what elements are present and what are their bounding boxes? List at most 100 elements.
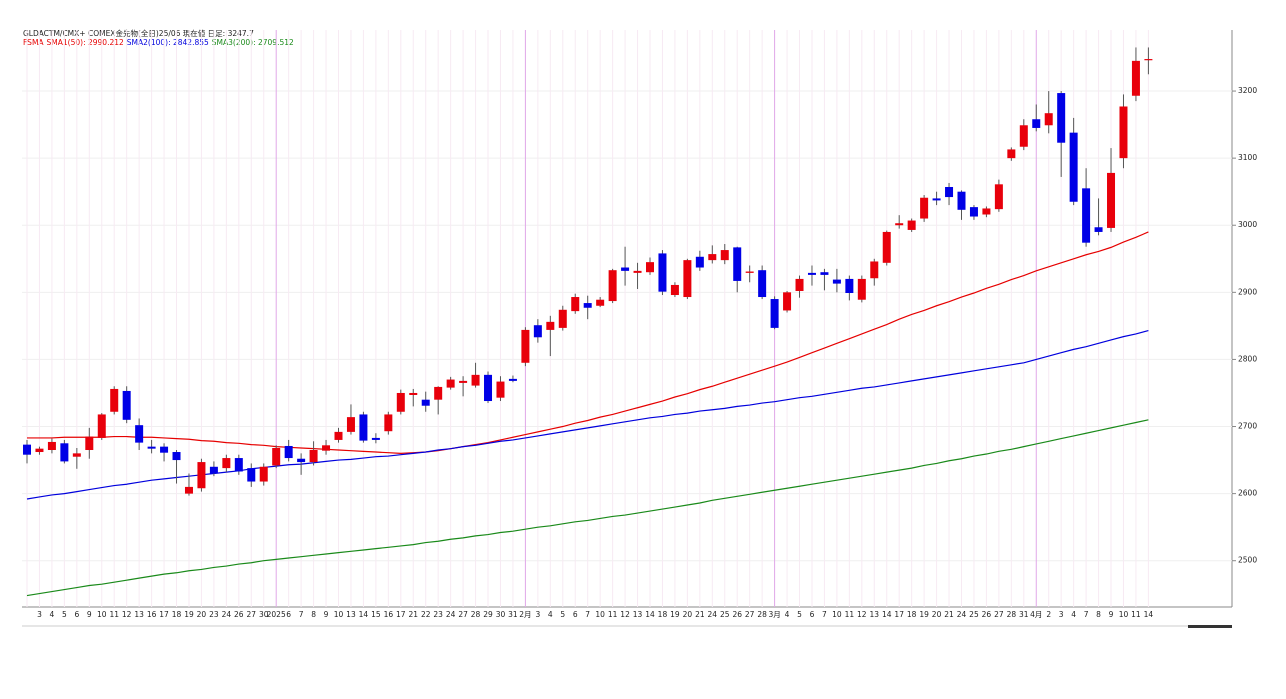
x-tick-label: 24 [708, 610, 718, 619]
y-tick-label: 2900 [1238, 287, 1257, 296]
candle-body [197, 462, 206, 489]
sma-line [26, 419, 1149, 597]
candle-body [795, 278, 804, 291]
y-tick-label: 3000 [1238, 220, 1257, 229]
candle-body [546, 321, 555, 330]
candle-body [122, 390, 131, 420]
candle-body [135, 425, 144, 443]
x-tick-label: 14 [882, 610, 892, 619]
candle-body [596, 299, 605, 306]
x-tick-label: 10 [595, 610, 605, 619]
candle-body [845, 278, 854, 294]
x-tick-label: 28 [471, 610, 481, 619]
candle-body [969, 207, 978, 217]
x-tick-label: 18 [658, 610, 668, 619]
candle-body [421, 399, 430, 406]
x-tick-label: 26 [234, 610, 244, 619]
candle-body [334, 431, 343, 440]
candle-body [770, 299, 779, 328]
scrollbar-thumb[interactable] [1188, 625, 1232, 628]
x-tick-label: 9 [324, 610, 329, 619]
x-tick-label: 21 [944, 610, 954, 619]
x-tick-label: 2025 [267, 610, 286, 619]
candle-body [907, 220, 916, 230]
candle-body [247, 468, 256, 482]
candle-body [35, 448, 44, 453]
x-tick-label: 12 [857, 610, 867, 619]
x-tick-label: 23 [433, 610, 443, 619]
x-tick-label: 31 [508, 610, 518, 619]
candle-body [945, 186, 954, 198]
x-tick-label: 13 [346, 610, 356, 619]
x-tick-label: 30 [496, 610, 506, 619]
x-tick-label: 14 [359, 610, 369, 619]
x-tick-label: 25 [969, 610, 979, 619]
x-tick-label: 14 [645, 610, 655, 619]
x-tick-label: 12 [620, 610, 630, 619]
x-tick-label: 18 [172, 610, 182, 619]
x-tick-label: 4 [548, 610, 553, 619]
x-tick-label: 20 [197, 610, 207, 619]
candle-body [1019, 125, 1028, 147]
candle-body [882, 231, 891, 263]
legend: FSMA SMA1(50): 2990.212 SMA2(100): 2842.85… [23, 38, 294, 47]
candle-body [870, 261, 879, 279]
candle-body [384, 414, 393, 432]
candle-body [583, 303, 592, 308]
x-tick-label: 21 [408, 610, 418, 619]
x-tick-label: 20 [683, 610, 693, 619]
x-tick-label: 13 [870, 610, 880, 619]
candle-body [1069, 132, 1078, 202]
x-tick-label: 7 [585, 610, 590, 619]
x-tick-label: 12 [122, 610, 132, 619]
x-tick-label: 27 [247, 610, 257, 619]
x-tick-label: 3 [37, 610, 42, 619]
x-tick-label: 6 [286, 610, 291, 619]
x-tick-label: 27 [745, 610, 755, 619]
candle-body [571, 297, 580, 312]
candle-body [820, 272, 829, 275]
candle-body [1032, 119, 1041, 128]
candle-body [459, 380, 468, 383]
x-tick-label: 5 [560, 610, 565, 619]
x-tick-label: 26 [732, 610, 742, 619]
candle-body [1144, 59, 1153, 61]
candle-body [1082, 188, 1091, 243]
x-tick-label: 18 [907, 610, 917, 619]
x-tick-label: 30 [259, 610, 269, 619]
x-tick-label: 23 [209, 610, 219, 619]
x-tick-label: 28 [1007, 610, 1017, 619]
candle-body [895, 223, 904, 226]
x-tick-label: 15 [371, 610, 381, 619]
x-tick-label: 19 [670, 610, 680, 619]
x-tick-label: 25 [720, 610, 730, 619]
candle-body [621, 267, 630, 271]
sma-line [27, 231, 1149, 454]
candle-body [708, 254, 717, 261]
x-tick-label: 24 [446, 610, 456, 619]
candle-body [720, 250, 729, 261]
x-tick-label: 28 [757, 610, 767, 619]
x-tick-label: 24 [222, 610, 232, 619]
candle-body [1044, 113, 1053, 126]
candle-body [658, 253, 667, 292]
candle-body [733, 247, 742, 281]
x-tick-label: 27 [994, 610, 1004, 619]
candle-body [23, 444, 31, 455]
x-tick-label: 5 [797, 610, 802, 619]
candle-body [60, 443, 69, 462]
candle-body [97, 414, 106, 438]
candle-body [683, 260, 692, 298]
x-tick-label: 9 [87, 610, 92, 619]
x-tick-label: 4 [1071, 610, 1076, 619]
x-tick-label: 21 [695, 610, 705, 619]
candle-body [695, 256, 704, 268]
legend-entry: SMA3(200): 2709.512 [212, 38, 294, 47]
candle-body [608, 270, 617, 302]
candle-body [783, 292, 792, 311]
candle-body [670, 284, 679, 296]
x-tick-label: 10 [334, 610, 344, 619]
y-tick-label: 2800 [1238, 354, 1257, 363]
candle-body [807, 272, 816, 275]
